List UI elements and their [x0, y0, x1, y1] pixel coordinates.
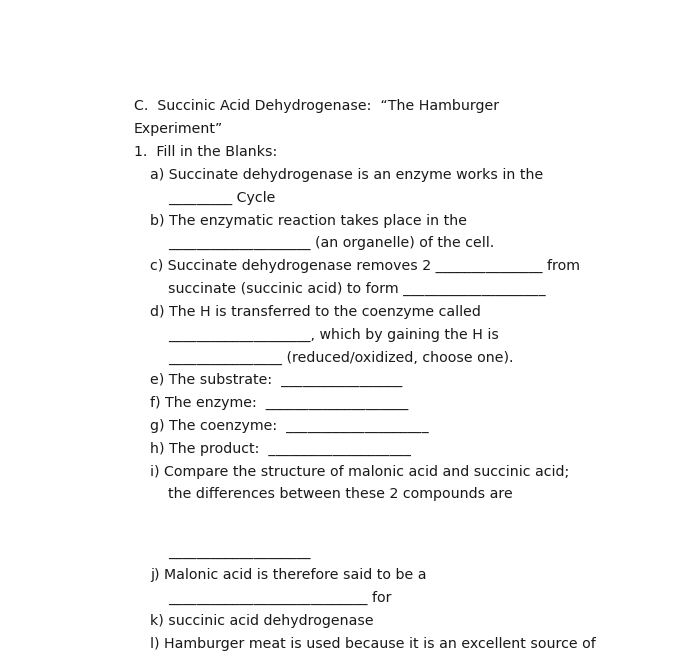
Text: k) succinic acid dehydrogenase: k) succinic acid dehydrogenase	[150, 614, 374, 628]
Text: Experiment”: Experiment”	[134, 123, 223, 137]
Text: ____________________, which by gaining the H is: ____________________, which by gaining t…	[168, 328, 498, 342]
Text: f) The enzyme:  ____________________: f) The enzyme: ____________________	[150, 396, 408, 410]
Text: a) Succinate dehydrogenase is an enzyme works in the: a) Succinate dehydrogenase is an enzyme …	[150, 168, 543, 182]
Text: C.  Succinic Acid Dehydrogenase:  “The Hamburger: C. Succinic Acid Dehydrogenase: “The Ham…	[134, 99, 498, 113]
Text: g) The coenzyme:  ____________________: g) The coenzyme: ____________________	[150, 419, 428, 433]
Text: e) The substrate:  _________________: e) The substrate: _________________	[150, 373, 402, 388]
Text: succinate (succinic acid) to form ____________________: succinate (succinic acid) to form ______…	[168, 282, 545, 296]
Text: b) The enzymatic reaction takes place in the: b) The enzymatic reaction takes place in…	[150, 214, 467, 228]
Text: ____________________ (an organelle) of the cell.: ____________________ (an organelle) of t…	[168, 236, 494, 250]
Text: l) Hamburger meat is used because it is an excellent source of: l) Hamburger meat is used because it is …	[150, 637, 596, 651]
Text: c) Succinate dehydrogenase removes 2 _______________ from: c) Succinate dehydrogenase removes 2 ___…	[150, 259, 580, 273]
Text: the differences between these 2 compounds are: the differences between these 2 compound…	[168, 488, 512, 501]
Text: i) Compare the structure of malonic acid and succinic acid;: i) Compare the structure of malonic acid…	[150, 465, 569, 479]
Text: 1.  Fill in the Blanks:: 1. Fill in the Blanks:	[134, 145, 277, 159]
Text: ____________________: ____________________	[168, 545, 310, 559]
Text: j) Malonic acid is therefore said to be a: j) Malonic acid is therefore said to be …	[150, 568, 426, 582]
Text: d) The H is transferred to the coenzyme called: d) The H is transferred to the coenzyme …	[150, 305, 481, 319]
Text: _________ Cycle: _________ Cycle	[168, 190, 275, 205]
Text: ________________ (reduced/oxidized, choose one).: ________________ (reduced/oxidized, choo…	[168, 350, 513, 364]
Text: h) The product:  ____________________: h) The product: ____________________	[150, 442, 411, 456]
Text: ____________________________ for: ____________________________ for	[168, 591, 391, 605]
